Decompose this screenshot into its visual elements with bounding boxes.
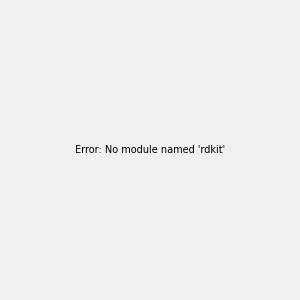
Text: Error: No module named 'rdkit': Error: No module named 'rdkit'	[75, 145, 225, 155]
